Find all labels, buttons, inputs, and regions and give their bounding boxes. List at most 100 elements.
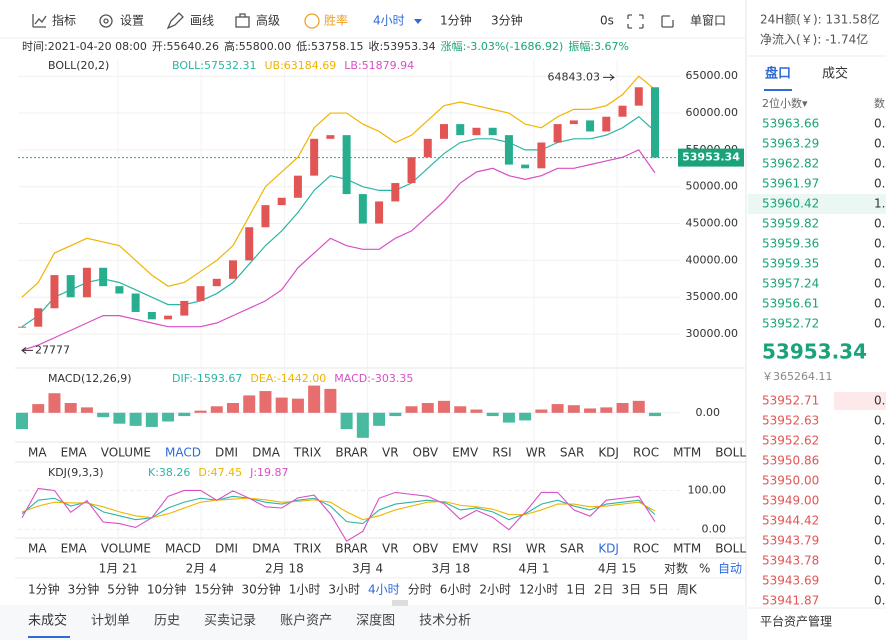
decimals[interactable]: 2位小数▾ xyxy=(762,96,808,110)
indicator-tab[interactable]: EMV xyxy=(452,446,479,460)
info-item: 开:55640.26 xyxy=(152,40,219,53)
indicator-tab[interactable]: SAR xyxy=(560,542,584,556)
side-footer[interactable]: 平台资产管理 xyxy=(760,614,832,629)
indicator-tab[interactable]: OBV xyxy=(413,542,439,556)
toolbar-item[interactable]: 胜率 xyxy=(324,13,348,28)
panel-title: MACD(12,26,9) xyxy=(48,372,132,385)
toolbar-item[interactable]: 设置 xyxy=(120,14,144,28)
indicator-tab[interactable]: DMA xyxy=(252,542,281,556)
period-tab[interactable]: 分时 xyxy=(408,583,432,597)
indicator-tab[interactable]: DMA xyxy=(252,446,281,460)
candle xyxy=(504,135,513,165)
candle xyxy=(180,300,189,316)
period-tab[interactable]: 5日 xyxy=(649,583,669,597)
indicator-tab[interactable]: BRAR xyxy=(335,446,368,460)
indicator-tab[interactable]: MA xyxy=(28,446,47,460)
bottom-tab[interactable]: 未成交 xyxy=(28,613,67,629)
y-tick-label: 45000.00 xyxy=(686,217,739,230)
period-tab[interactable]: 1小时 xyxy=(289,583,321,597)
indicator-tab[interactable]: EMV xyxy=(452,542,479,556)
period-tab[interactable]: 1日 xyxy=(566,583,586,597)
bid-price: 53952.71 xyxy=(762,394,819,408)
timer: 0s xyxy=(600,14,614,28)
period-tab[interactable]: 10分钟 xyxy=(147,582,186,597)
indicator-tab[interactable]: KDJ xyxy=(598,446,619,460)
candle xyxy=(99,267,108,287)
indicator-tab[interactable]: SAR xyxy=(560,446,584,460)
bid-qty: 0. xyxy=(874,454,885,468)
indicator-tab[interactable]: BOLL xyxy=(715,446,746,460)
period-tab[interactable]: 3日 xyxy=(622,583,642,597)
bottom-tab[interactable]: 账户资产 xyxy=(280,613,332,629)
icon-settings xyxy=(103,18,109,24)
quick-period[interactable]: 1分钟 xyxy=(440,13,472,28)
macd-bar xyxy=(405,406,418,413)
macd-bar xyxy=(421,403,434,413)
indicator-tab[interactable]: VOLUME xyxy=(101,542,151,556)
period-tab[interactable]: 3小时 xyxy=(328,583,360,597)
indicator-tab[interactable]: MTM xyxy=(673,542,701,556)
toolbar-item[interactable]: 高级 xyxy=(256,13,280,28)
period-tab[interactable]: 3分钟 xyxy=(68,582,100,597)
bottom-tab[interactable]: 技术分析 xyxy=(419,614,471,629)
window-mode[interactable]: 单窗口 xyxy=(690,14,726,28)
indicator-tab[interactable]: EMA xyxy=(61,542,88,556)
candle xyxy=(391,183,400,202)
indicator-tab[interactable]: ROC xyxy=(633,542,659,556)
indicator-tab[interactable]: EMA xyxy=(61,446,88,460)
bottom-tab[interactable]: 计划单 xyxy=(91,614,130,629)
ask-qty: 0. xyxy=(874,317,885,331)
indicator-tab[interactable]: TRIX xyxy=(293,542,321,556)
indicator-tab[interactable]: MACD xyxy=(165,542,201,556)
arrow xyxy=(21,347,33,354)
last-price-tag xyxy=(678,148,744,167)
period-tab[interactable]: 2小时 xyxy=(479,583,511,597)
scale-option[interactable]: % xyxy=(699,562,710,576)
indicator-tab[interactable]: MA xyxy=(28,542,47,556)
ask-qty: 0. xyxy=(874,257,885,271)
bid-qty: 0. xyxy=(874,594,885,608)
bottom-tab[interactable]: 买卖记录 xyxy=(204,614,256,629)
indicator-tab[interactable]: RSI xyxy=(492,446,512,460)
legend-item: DEA:-1442.00 xyxy=(250,372,326,385)
period-tab[interactable]: 5分钟 xyxy=(107,582,139,597)
macd-bar xyxy=(324,388,337,413)
indicator-tab[interactable]: TRIX xyxy=(293,446,321,460)
indicator-tab[interactable]: WR xyxy=(526,446,546,460)
indicator-tab[interactable]: KDJ xyxy=(598,542,619,556)
indicator-tab[interactable]: MACD xyxy=(165,446,201,460)
period-tab[interactable]: 15分钟 xyxy=(194,582,233,597)
indicator-tab[interactable]: RSI xyxy=(492,542,512,556)
indicator-tab[interactable]: OBV xyxy=(413,446,439,460)
scale-option[interactable]: 自动 xyxy=(718,562,742,576)
period-tab[interactable]: 周K xyxy=(677,583,698,597)
bottom-tab[interactable]: 历史 xyxy=(154,614,180,629)
bottom-tab[interactable]: 深度图 xyxy=(356,613,395,629)
quick-period[interactable]: 3分钟 xyxy=(491,13,523,28)
indicator-tab[interactable]: BRAR xyxy=(335,542,368,556)
side-tab[interactable]: 成交 xyxy=(822,66,848,82)
period-select[interactable]: 4小时 xyxy=(373,14,405,28)
indicator-tab[interactable]: DMI xyxy=(215,542,238,556)
icon-draw xyxy=(166,12,184,30)
indicator-tab[interactable]: VR xyxy=(382,446,399,460)
indicator-tab[interactable]: BOLL xyxy=(715,542,746,556)
period-tab[interactable]: 6小时 xyxy=(440,583,472,597)
toolbar-item[interactable]: 画线 xyxy=(190,14,214,28)
indicator-tab[interactable]: ROC xyxy=(633,446,659,460)
candle xyxy=(293,175,302,198)
period-tab[interactable]: 1分钟 xyxy=(28,582,60,597)
period-tab[interactable]: 2日 xyxy=(594,583,614,597)
side-tab[interactable]: 盘口 xyxy=(765,66,791,82)
indicator-tab[interactable]: VOLUME xyxy=(101,446,151,460)
scale-option[interactable]: 对数 xyxy=(664,561,688,576)
period-tab[interactable]: 30分钟 xyxy=(241,582,280,597)
indicator-tab[interactable]: DMI xyxy=(215,446,238,460)
indicator-tab[interactable]: VR xyxy=(382,542,399,556)
period-tab[interactable]: 4小时 xyxy=(368,583,400,597)
ask-qty: 0. xyxy=(874,117,885,131)
toolbar-item[interactable]: 指标 xyxy=(52,13,76,28)
period-tab[interactable]: 12小时 xyxy=(519,583,558,597)
indicator-tab[interactable]: WR xyxy=(526,542,546,556)
indicator-tab[interactable]: MTM xyxy=(673,446,701,460)
